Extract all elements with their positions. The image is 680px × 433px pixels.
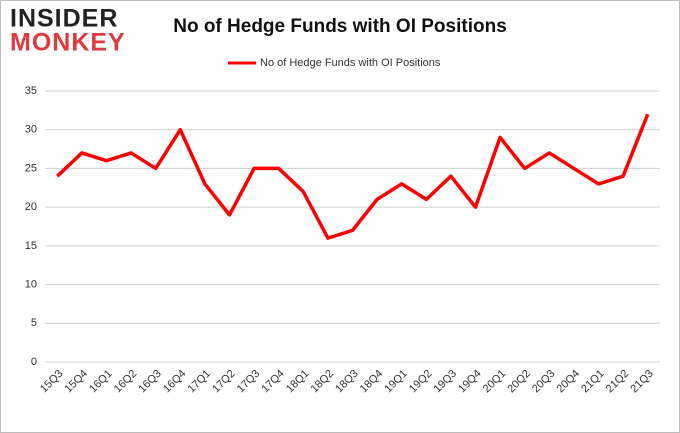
legend-label: No of Hedge Funds with OI Positions [260,57,441,69]
data-line [56,113,650,240]
y-tick-label: 15 [25,240,37,252]
y-tick-label: 20 [25,201,37,213]
chart-title: No of Hedge Funds with OI Positions [173,16,507,37]
y-tick-label: 35 [25,85,37,97]
y-tick-label: 5 [31,317,37,329]
logo-bottom: MONKEY [10,29,126,57]
logo-top: INSIDER [10,5,118,33]
y-tick-label: 25 [25,162,37,174]
y-tick-label: 0 [31,356,37,368]
y-tick-label: 30 [25,124,37,136]
y-tick-label: 10 [25,278,37,290]
